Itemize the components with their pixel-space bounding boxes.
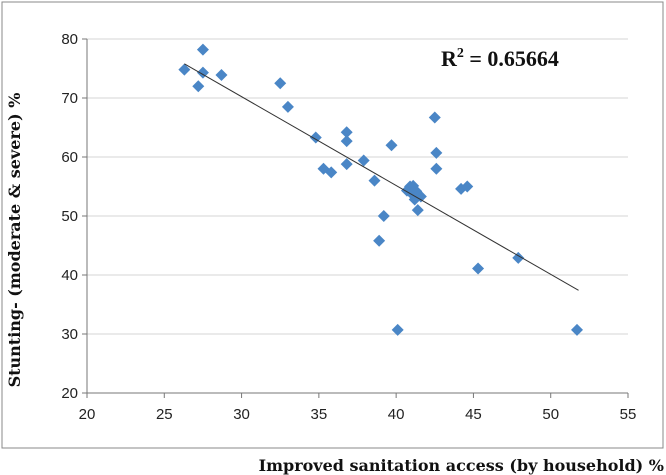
data-point — [472, 262, 485, 275]
x-axis-title: Improved sanitation access (by household… — [259, 456, 664, 475]
data-point — [274, 77, 287, 90]
y-tick-label: 60 — [61, 149, 78, 166]
data-point — [391, 323, 404, 336]
y-tick-label: 20 — [61, 385, 78, 402]
r-squared-annotation: R2 = 0.65664 — [441, 46, 559, 71]
y-tick-label: 50 — [61, 208, 78, 225]
x-tick-label: 20 — [79, 406, 96, 423]
data-point — [512, 251, 525, 264]
x-tick-label: 55 — [620, 406, 637, 423]
y-tick-label: 80 — [61, 31, 78, 48]
y-tick-label: 40 — [61, 267, 78, 284]
x-tick-label: 50 — [542, 406, 559, 423]
data-point — [373, 234, 386, 247]
data-point — [570, 323, 583, 336]
data-points — [178, 43, 583, 336]
data-point — [430, 146, 443, 159]
axes — [82, 38, 629, 398]
data-point — [340, 135, 353, 148]
x-tick-label: 35 — [311, 406, 328, 423]
data-point — [461, 180, 474, 193]
x-tick-label: 25 — [156, 406, 173, 423]
trendline — [184, 63, 579, 291]
data-point — [385, 139, 398, 152]
trendline-segment — [184, 63, 579, 291]
data-point — [411, 204, 424, 217]
data-point — [340, 126, 353, 139]
data-point — [178, 63, 191, 76]
data-point — [325, 166, 338, 179]
gridlines — [87, 38, 628, 335]
x-tick-label: 40 — [388, 406, 405, 423]
chart-border — [1, 1, 664, 449]
data-point — [196, 43, 209, 56]
data-point — [377, 210, 390, 222]
tick-labels: 20 30 40 50 60 70 80 20 25 30 35 40 45 50 55 — [61, 31, 636, 423]
data-point — [281, 100, 294, 113]
data-point — [340, 158, 353, 171]
y-tick-label: 30 — [61, 326, 78, 343]
y-axis-title: Stunting- (moderate & severe) % — [5, 93, 24, 388]
data-point — [368, 174, 381, 187]
data-point — [414, 190, 427, 203]
y-tick-label: 70 — [61, 90, 78, 107]
x-tick-label: 45 — [465, 406, 482, 423]
data-point — [215, 68, 228, 81]
data-point — [430, 162, 443, 175]
x-tick-label: 30 — [233, 406, 250, 423]
data-point — [357, 154, 370, 167]
data-point — [192, 80, 205, 93]
data-point — [428, 111, 441, 124]
